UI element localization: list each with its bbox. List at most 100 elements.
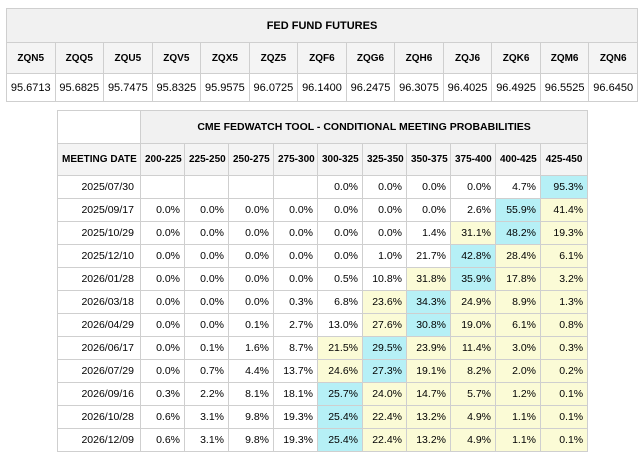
probability-cell: 2.7% — [273, 313, 318, 337]
probability-cell: 0.0% — [140, 359, 185, 383]
probability-cell: 25.4% — [317, 405, 363, 429]
probability-cell — [228, 175, 274, 199]
probability-cell: 0.0% — [273, 244, 318, 268]
rate-range-header: 250-275 — [228, 143, 274, 176]
probability-cell: 35.9% — [450, 267, 496, 291]
probability-cell: 3.2% — [539, 267, 589, 291]
probability-cell: 9.8% — [228, 428, 274, 452]
meeting-date-cell: 2025/09/17 — [57, 198, 141, 222]
futures-price-cell: 96.4025 — [442, 73, 493, 102]
probability-cell: 0.0% — [273, 198, 318, 222]
probability-cell: 0.0% — [228, 221, 274, 245]
probability-cell: 23.6% — [362, 290, 407, 314]
probabilities-header-row: MEETING DATE 200-225 225-250 250-275 275-30… — [57, 143, 589, 176]
probability-cell: 29.5% — [362, 336, 407, 360]
probability-cell: 4.9% — [450, 405, 496, 429]
probability-cell: 0.3% — [273, 290, 318, 314]
futures-price-cell: 95.7475 — [103, 73, 153, 102]
probability-cell: 27.6% — [362, 313, 407, 337]
probability-cell: 13.2% — [406, 428, 451, 452]
futures-contract-header: ZQF6 — [297, 42, 347, 74]
probability-cell: 21.5% — [317, 336, 363, 360]
probability-cell: 0.1% — [184, 336, 229, 360]
futures-price-cell: 96.3075 — [394, 73, 444, 102]
meeting-date-cell: 2026/10/28 — [57, 405, 141, 429]
probabilities-title: CME FEDWATCH TOOL - CONDITIONAL MEETING … — [139, 110, 589, 144]
meeting-date-header: MEETING DATE — [57, 143, 141, 176]
probability-cell: 0.0% — [273, 221, 318, 245]
probability-cell: 9.8% — [228, 405, 274, 429]
probability-cell: 19.3% — [273, 428, 318, 452]
probability-cell: 0.0% — [184, 221, 229, 245]
rate-range-header: 350-375 — [406, 143, 451, 176]
probability-cell: 28.4% — [495, 244, 541, 268]
probability-cell: 3.0% — [495, 336, 541, 360]
table-row: 2026/03/18 0.0% 0.0% 0.0% 0.3% 6.8% 23.6% 34.3%… — [57, 290, 589, 314]
table-row: 2026/12/09 0.6% 3.1% 9.8% 19.3% 25.4% 22.4% 13.… — [57, 428, 589, 452]
probability-cell: 6.1% — [539, 244, 589, 268]
probability-cell: 0.1% — [539, 405, 589, 429]
probability-cell: 1.1% — [495, 428, 541, 452]
probability-cell: 0.6% — [140, 428, 185, 452]
futures-price-cell: 96.6450 — [588, 73, 638, 102]
probability-cell: 19.1% — [406, 359, 451, 383]
probability-cell: 0.0% — [184, 244, 229, 268]
futures-price-cell: 95.8325 — [151, 73, 202, 102]
probability-cell: 22.4% — [362, 405, 407, 429]
probability-cell: 0.0% — [140, 221, 185, 245]
rate-range-header: 300-325 — [317, 143, 363, 176]
futures-price-row: 95.6713 95.6825 95.7475 95.8325 95.9575 96.07… — [6, 73, 638, 102]
probability-cell: 6.8% — [317, 290, 363, 314]
probability-cell: 19.3% — [539, 221, 589, 245]
probability-cell: 0.0% — [228, 244, 274, 268]
futures-contract-header: ZQH6 — [394, 42, 444, 74]
probability-cell: 95.3% — [539, 175, 589, 199]
futures-contract-header: ZQV5 — [151, 42, 202, 74]
probability-cell: 0.2% — [539, 359, 589, 383]
futures-contract-header: ZQQ5 — [54, 42, 105, 74]
probability-cell: 0.0% — [228, 198, 274, 222]
futures-contract-header: ZQN5 — [6, 42, 56, 74]
probability-cell: 0.0% — [184, 267, 229, 291]
probability-cell: 24.9% — [450, 290, 496, 314]
probability-cell — [184, 175, 229, 199]
futures-header-row: ZQN5 ZQQ5 ZQU5 ZQV5 ZQX5 ZQZ5 ZQF6 ZQG6 ZQH6 ZQJ6… — [6, 42, 638, 74]
rate-range-header: 400-425 — [495, 143, 541, 176]
futures-contract-header: ZQM6 — [539, 42, 590, 74]
probability-cell: 1.1% — [495, 405, 541, 429]
probability-cell: 31.8% — [406, 267, 451, 291]
rate-range-header: 225-250 — [184, 143, 229, 176]
probability-cell: 42.8% — [450, 244, 496, 268]
probability-cell: 27.3% — [362, 359, 407, 383]
meeting-date-cell: 2026/07/29 — [57, 359, 141, 383]
futures-contract-header: ZQJ6 — [442, 42, 493, 74]
title-spacer — [57, 110, 141, 144]
probability-cell: 0.0% — [228, 267, 274, 291]
probability-cell: 14.7% — [406, 382, 451, 406]
rate-range-header: 325-350 — [362, 143, 407, 176]
probability-cell: 8.1% — [228, 382, 274, 406]
probability-cell: 0.0% — [317, 244, 363, 268]
futures-price-cell: 96.5525 — [539, 73, 590, 102]
futures-contract-header: ZQZ5 — [248, 42, 299, 74]
probability-cell: 1.6% — [228, 336, 274, 360]
probability-cell: 24.0% — [362, 382, 407, 406]
meeting-date-cell: 2026/01/28 — [57, 267, 141, 291]
probability-cell: 18.1% — [273, 382, 318, 406]
probability-cell: 0.0% — [362, 175, 407, 199]
futures-price-cell: 96.1400 — [297, 73, 347, 102]
table-row: 2025/07/30 0.0% 0.0% 0.0% 0.0% 4.7% 95.3% — [57, 175, 589, 199]
probability-cell — [273, 175, 318, 199]
probability-cell: 30.8% — [406, 313, 451, 337]
probability-cell: 0.3% — [539, 336, 589, 360]
fedwatch-probabilities-panel: CME FEDWATCH TOOL - CONDITIONAL MEETING … — [57, 110, 589, 452]
probability-cell: 23.9% — [406, 336, 451, 360]
probability-cell: 34.3% — [406, 290, 451, 314]
probability-cell: 4.4% — [228, 359, 274, 383]
probability-cell: 0.1% — [228, 313, 274, 337]
rate-range-header: 200-225 — [140, 143, 185, 176]
table-row: 2025/10/29 0.0% 0.0% 0.0% 0.0% 0.0% 0.0% 1.4% 31… — [57, 221, 589, 245]
probability-cell: 0.0% — [140, 336, 185, 360]
probability-cell: 55.9% — [495, 198, 541, 222]
table-row: 2025/09/17 0.0% 0.0% 0.0% 0.0% 0.0% 0.0% 0.0% 2.… — [57, 198, 589, 222]
